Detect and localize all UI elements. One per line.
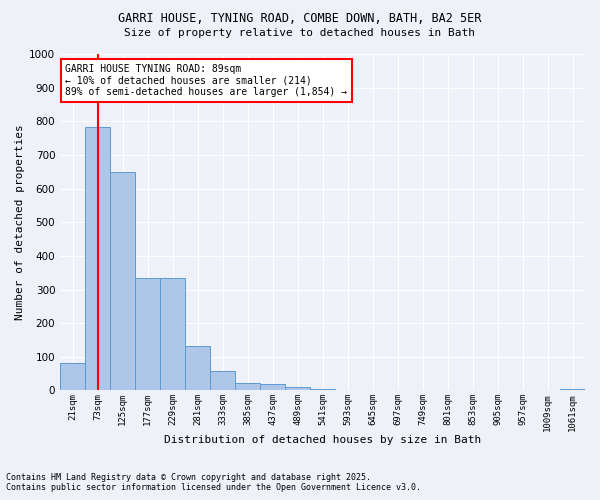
Text: Size of property relative to detached houses in Bath: Size of property relative to detached ho… [125,28,476,38]
Bar [135,278,160,390]
Bar [85,127,110,390]
Bar [160,278,185,390]
Bar [185,346,210,391]
Text: Contains public sector information licensed under the Open Government Licence v3: Contains public sector information licen… [6,484,421,492]
Y-axis label: Number of detached properties: Number of detached properties [15,124,25,320]
Bar [210,371,235,390]
Bar [260,384,285,390]
Text: GARRI HOUSE TYNING ROAD: 89sqm
← 10% of detached houses are smaller (214)
89% of: GARRI HOUSE TYNING ROAD: 89sqm ← 10% of … [65,64,347,98]
Bar [110,172,135,390]
X-axis label: Distribution of detached houses by size in Bath: Distribution of detached houses by size … [164,435,481,445]
Text: Contains HM Land Registry data © Crown copyright and database right 2025.: Contains HM Land Registry data © Crown c… [6,474,371,482]
Bar [285,387,310,390]
Text: GARRI HOUSE, TYNING ROAD, COMBE DOWN, BATH, BA2 5ER: GARRI HOUSE, TYNING ROAD, COMBE DOWN, BA… [118,12,482,26]
Bar [60,362,85,390]
Bar [310,388,335,390]
Bar [235,383,260,390]
